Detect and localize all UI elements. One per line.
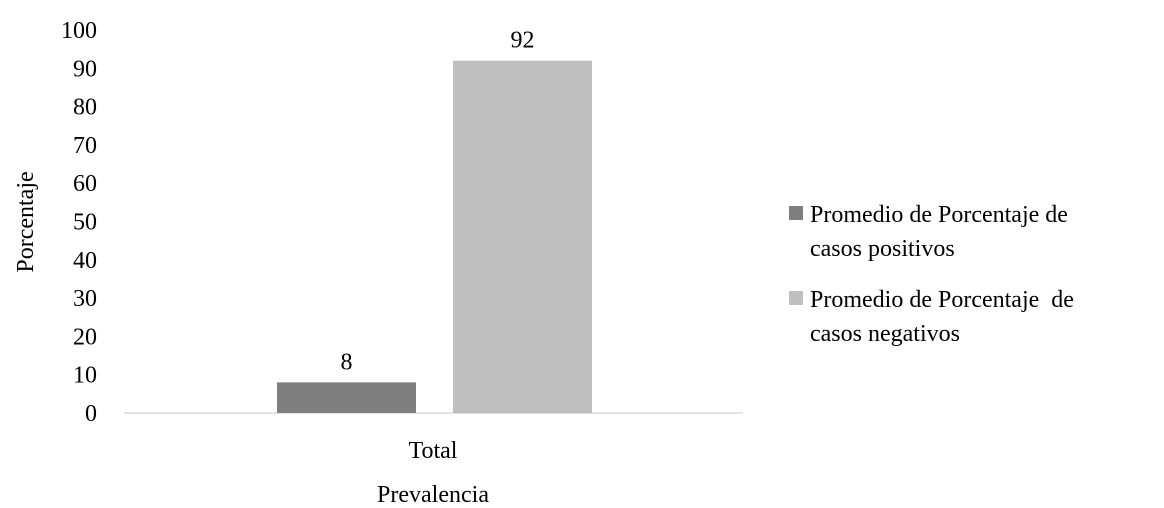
y-tick-label: 40 xyxy=(73,248,97,274)
x-axis-label: Prevalencia xyxy=(377,482,489,508)
y-tick-label: 70 xyxy=(73,133,97,159)
bar-negativos xyxy=(453,60,592,413)
legend-label-negativos-line2: casos negativos xyxy=(810,321,960,347)
legend-label-negativos-line1: Promedio de Porcentaje de xyxy=(810,287,1074,313)
y-tick-labels: 0 10 20 30 40 50 60 70 80 90 100 xyxy=(61,18,97,427)
y-tick-label: 10 xyxy=(73,363,97,389)
x-category-label: Total xyxy=(409,438,458,464)
y-tick-label: 50 xyxy=(73,210,97,236)
legend: Promedio de Porcentaje de casos positivo… xyxy=(789,202,1074,347)
y-tick-label: 90 xyxy=(73,56,97,82)
y-tick-label: 80 xyxy=(73,95,97,121)
bar-positivos xyxy=(277,382,416,413)
y-axis-label: Porcentaje xyxy=(13,171,39,272)
data-label-positivos: 8 xyxy=(341,349,353,375)
y-tick-label: 60 xyxy=(73,171,97,197)
y-tick-label: 0 xyxy=(85,401,97,427)
data-label-negativos: 92 xyxy=(511,28,535,54)
y-tick-label: 100 xyxy=(61,18,97,44)
legend-swatch-positivos xyxy=(789,206,803,220)
legend-label-positivos-line1: Promedio de Porcentaje de xyxy=(810,202,1068,228)
legend-label-positivos-line2: casos positivos xyxy=(810,236,955,262)
bars-group: 8 92 xyxy=(277,28,592,413)
legend-swatch-negativos xyxy=(789,291,803,305)
y-tick-label: 20 xyxy=(73,324,97,350)
y-tick-label: 30 xyxy=(73,286,97,312)
